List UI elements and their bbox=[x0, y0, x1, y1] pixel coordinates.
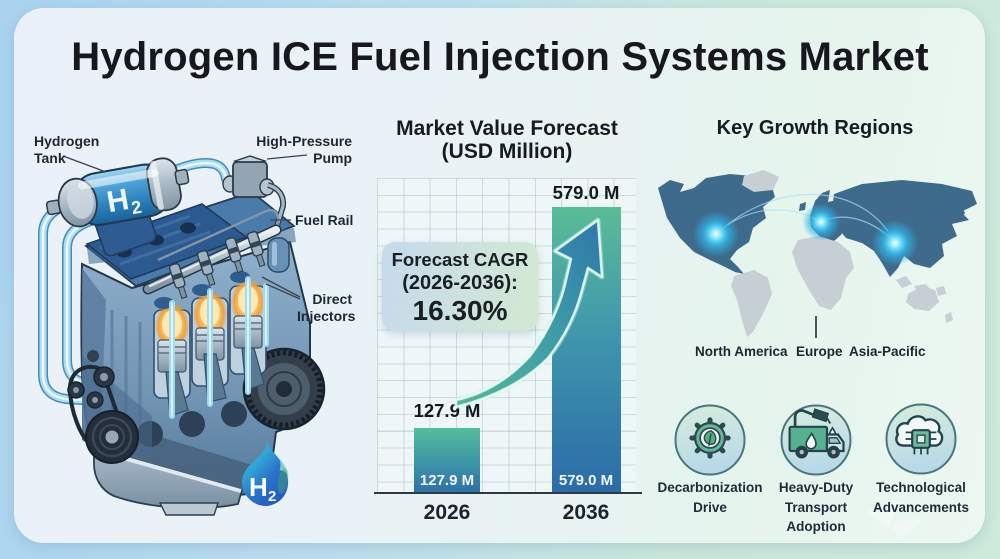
svg-text:2: 2 bbox=[268, 488, 276, 505]
svg-text:H: H bbox=[249, 472, 268, 502]
svg-text:2: 2 bbox=[130, 197, 143, 218]
